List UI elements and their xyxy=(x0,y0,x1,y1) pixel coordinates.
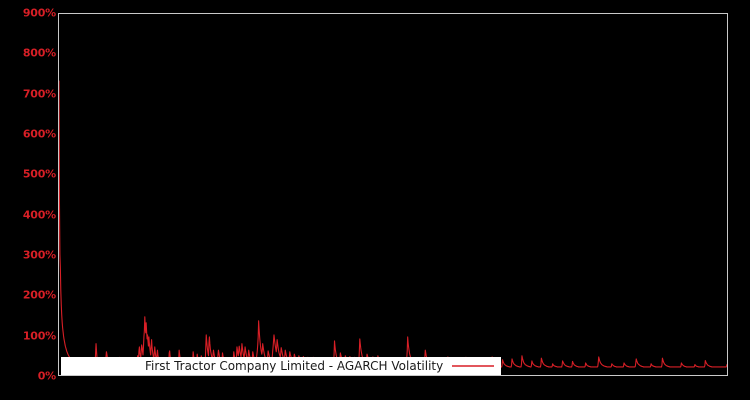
y-tick-600: 600% xyxy=(22,127,56,141)
y-tick-700: 700% xyxy=(22,87,56,101)
legend-series-label: First Tractor Company Limited - AGARCH V… xyxy=(145,359,444,373)
y-tick-400: 400% xyxy=(22,208,56,222)
y-tick-0: 0% xyxy=(37,369,56,383)
y-tick-800: 800% xyxy=(22,46,56,60)
legend-line-swatch xyxy=(452,365,495,367)
y-tick-100: 100% xyxy=(22,329,56,343)
y-tick-500: 500% xyxy=(22,167,56,181)
y-axis-tick-labels: 0% 100% 200% 300% 400% 500% 600% 700% 800% 900% xyxy=(0,0,56,400)
plot-area xyxy=(58,13,728,376)
agarch-volatility-line xyxy=(59,80,727,368)
y-tick-300: 300% xyxy=(22,248,56,262)
y-tick-900: 900% xyxy=(22,6,56,20)
chart-legend: First Tractor Company Limited - AGARCH V… xyxy=(61,357,502,375)
y-tick-200: 200% xyxy=(22,288,56,302)
volatility-series-svg xyxy=(59,80,727,368)
